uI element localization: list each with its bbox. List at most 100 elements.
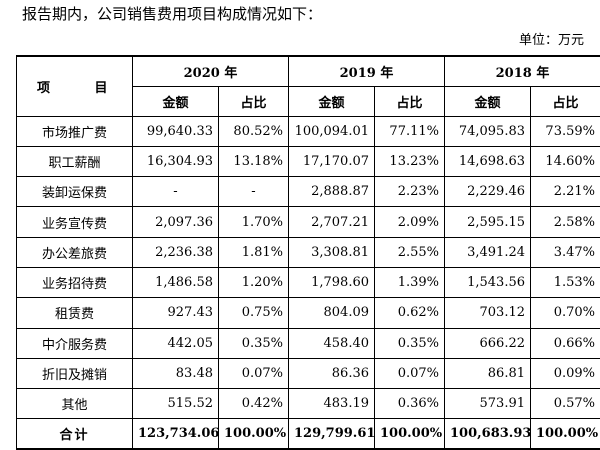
share-2019-cell: 0.07%	[375, 358, 445, 388]
share-header-2019: 占比	[375, 86, 445, 116]
amount-2020-cell: 16,304.93	[133, 146, 219, 176]
share-2019-cell: 0.35%	[375, 328, 445, 358]
share-2018-cell: 2.58%	[531, 207, 600, 237]
amount-2019-cell: 458.40	[289, 328, 375, 358]
amount-2018-cell: 100,683.93	[445, 419, 531, 449]
share-2019-cell: 2.09%	[375, 207, 445, 237]
share-header-2018: 占比	[531, 86, 600, 116]
amount-2018-cell: 74,095.83	[445, 116, 531, 146]
amount-2020-cell: 442.05	[133, 328, 219, 358]
share-2018-cell: 14.60%	[531, 146, 600, 176]
row-label: 装卸运保费	[17, 177, 133, 207]
amount-2019-cell: 129,799.61	[289, 419, 375, 449]
row-label: 业务宣传费	[17, 207, 133, 237]
amount-2019-cell: 2,888.87	[289, 177, 375, 207]
share-2019-cell: 2.23%	[375, 177, 445, 207]
share-2020-cell: 100.00%	[219, 419, 289, 449]
item-column-header: 项 目	[17, 56, 133, 116]
share-2019-cell: 13.23%	[375, 146, 445, 176]
amount-header-2019: 金额	[289, 86, 375, 116]
share-2019-cell: 77.11%	[375, 116, 445, 146]
row-label: 其他	[17, 389, 133, 419]
amount-2020-cell: 2,236.38	[133, 237, 219, 267]
share-2020-cell: 1.20%	[219, 267, 289, 297]
share-2018-cell: 0.09%	[531, 358, 600, 388]
share-2020-cell: 80.52%	[219, 116, 289, 146]
amount-2020-cell: 515.52	[133, 389, 219, 419]
share-2020-cell: 0.42%	[219, 389, 289, 419]
share-2020-cell: 1.81%	[219, 237, 289, 267]
intro-paragraph: 报告期内，公司销售费用项目构成情况如下：	[22, 4, 322, 24]
year-header-2018: 2018 年	[445, 56, 600, 86]
share-header-2020: 占比	[219, 86, 289, 116]
amount-2018-cell: 573.91	[445, 389, 531, 419]
amount-2019-cell: 804.09	[289, 298, 375, 328]
share-2020-cell: 13.18%	[219, 146, 289, 176]
amount-2018-cell: 1,543.56	[445, 267, 531, 297]
unit-label: 单位：万元	[519, 33, 584, 49]
amount-2020-cell: 927.43	[133, 298, 219, 328]
share-2018-cell: 1.53%	[531, 267, 600, 297]
share-2019-cell: 0.62%	[375, 298, 445, 328]
share-2020-cell: 0.35%	[219, 328, 289, 358]
share-2018-cell: 73.59%	[531, 116, 600, 146]
amount-2018-cell: 14,698.63	[445, 146, 531, 176]
share-2018-cell: 100.00%	[531, 419, 600, 449]
amount-2020-cell: 123,734.06	[133, 419, 219, 449]
share-2019-cell: 1.39%	[375, 267, 445, 297]
amount-2019-cell: 2,707.21	[289, 207, 375, 237]
share-2019-cell: 0.36%	[375, 389, 445, 419]
amount-2018-cell: 3,491.24	[445, 237, 531, 267]
share-2019-cell: 100.00%	[375, 419, 445, 449]
amount-2018-cell: 703.12	[445, 298, 531, 328]
row-label: 合计	[17, 419, 133, 449]
row-label: 中介服务费	[17, 328, 133, 358]
amount-2019-cell: 1,798.60	[289, 267, 375, 297]
amount-2019-cell: 17,170.07	[289, 146, 375, 176]
row-label: 折旧及摊销	[17, 358, 133, 388]
row-label: 业务招待费	[17, 267, 133, 297]
amount-header-2020: 金额	[133, 86, 219, 116]
sales-expense-table: 项 目 2020 年 2019 年 2018 年 金额 占比 金额 占比 金额 …	[16, 55, 600, 450]
amount-2019-cell: 100,094.01	[289, 116, 375, 146]
share-2018-cell: 3.47%	[531, 237, 600, 267]
amount-2019-cell: 3,308.81	[289, 237, 375, 267]
share-2020-cell: 0.07%	[219, 358, 289, 388]
share-2018-cell: 2.21%	[531, 177, 600, 207]
amount-2018-cell: 2,229.46	[445, 177, 531, 207]
amount-2019-cell: 483.19	[289, 389, 375, 419]
amount-2020-cell: 83.48	[133, 358, 219, 388]
row-label: 职工薪酬	[17, 146, 133, 176]
share-2018-cell: 0.57%	[531, 389, 600, 419]
amount-2019-cell: 86.36	[289, 358, 375, 388]
row-label: 市场推广费	[17, 116, 133, 146]
amount-2018-cell: 666.22	[445, 328, 531, 358]
row-label: 租赁费	[17, 298, 133, 328]
amount-2018-cell: 2,595.15	[445, 207, 531, 237]
row-label: 办公差旅费	[17, 237, 133, 267]
year-header-2019: 2019 年	[289, 56, 445, 86]
share-2019-cell: 2.55%	[375, 237, 445, 267]
amount-2020-cell: 99,640.33	[133, 116, 219, 146]
amount-2020-cell: 1,486.58	[133, 267, 219, 297]
share-2018-cell: 0.70%	[531, 298, 600, 328]
share-2020-cell: -	[219, 177, 289, 207]
year-header-2020: 2020 年	[133, 56, 289, 86]
amount-2020-cell: 2,097.36	[133, 207, 219, 237]
share-2018-cell: 0.66%	[531, 328, 600, 358]
amount-2020-cell: -	[133, 177, 219, 207]
amount-header-2018: 金额	[445, 86, 531, 116]
share-2020-cell: 1.70%	[219, 207, 289, 237]
amount-2018-cell: 86.81	[445, 358, 531, 388]
